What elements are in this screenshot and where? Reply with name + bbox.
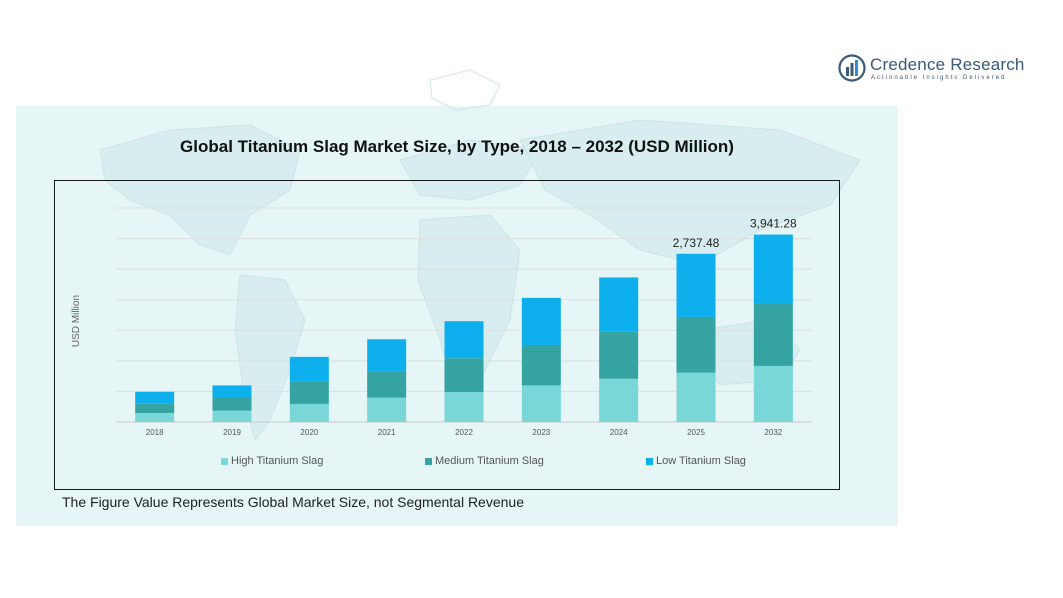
bar-chart-logo-icon bbox=[838, 54, 866, 82]
brand-tagline: Actionable Insights Delivered bbox=[871, 75, 1007, 81]
bar-segment-2024-2 bbox=[599, 277, 639, 332]
legend-swatch-medium bbox=[425, 457, 432, 465]
brand-name: Credence Research bbox=[870, 55, 1025, 74]
data-label-2032: 3,941.28 bbox=[750, 217, 797, 231]
bar-segment-2019-1 bbox=[212, 397, 252, 411]
bar-segment-2022-2 bbox=[444, 321, 484, 359]
bar-segment-2020-2 bbox=[289, 356, 329, 382]
bar-segment-2024-1 bbox=[599, 331, 639, 379]
x-tick-label: 2032 bbox=[764, 428, 782, 437]
bar-segment-2018-0 bbox=[135, 412, 175, 422]
bar-segment-2032-0 bbox=[753, 365, 793, 422]
bar-segment-2022-0 bbox=[444, 392, 484, 422]
footnote: The Figure Value Represents Global Marke… bbox=[62, 494, 524, 510]
x-tick-label: 2019 bbox=[223, 428, 241, 437]
bar-segment-2032-1 bbox=[753, 303, 793, 366]
bar-segment-2025-2 bbox=[676, 253, 716, 317]
legend-item-low: Low Titanium Slag bbox=[646, 455, 746, 467]
legend-label-medium: Medium Titanium Slag bbox=[435, 455, 544, 467]
bar-segment-2023-0 bbox=[521, 385, 561, 422]
bar-segment-2032-2 bbox=[753, 234, 793, 304]
legend-label-low: Low Titanium Slag bbox=[656, 455, 746, 467]
chart-frame: USD Million 2018 2019 2020 2021 2022 2023 2024 2… bbox=[54, 180, 840, 490]
bar-segment-2025-0 bbox=[676, 372, 716, 422]
chart-legend: High Titanium Slag Medium Titanium Slag … bbox=[54, 455, 840, 469]
bar-segment-2019-2 bbox=[212, 385, 252, 398]
bar-segment-2025-1 bbox=[676, 316, 716, 373]
x-tick-label: 2021 bbox=[378, 428, 396, 437]
bar-segment-2022-1 bbox=[444, 358, 484, 393]
bar-segment-2020-1 bbox=[289, 381, 329, 404]
bar-segment-2021-1 bbox=[367, 371, 407, 398]
legend-swatch-low bbox=[646, 457, 653, 465]
legend-item-high: High Titanium Slag bbox=[221, 455, 323, 467]
x-tick-label: 2020 bbox=[300, 428, 318, 437]
bar-segment-2018-1 bbox=[135, 403, 175, 413]
stacked-bar-chart: USD Million 2018 2019 2020 2021 2022 2023 2024 2… bbox=[71, 207, 812, 437]
x-tick-label: 2018 bbox=[146, 428, 164, 437]
bar-segment-2021-2 bbox=[367, 339, 407, 372]
bar-segment-2018-2 bbox=[135, 391, 175, 404]
bar-segment-2019-0 bbox=[212, 410, 252, 422]
x-tick-label: 2025 bbox=[687, 428, 705, 437]
bar-segment-2021-0 bbox=[367, 397, 407, 422]
legend-item-medium: Medium Titanium Slag bbox=[425, 455, 544, 467]
legend-label-high: High Titanium Slag bbox=[231, 455, 324, 467]
bar-segment-2020-0 bbox=[289, 403, 329, 422]
x-tick-label: 2024 bbox=[610, 428, 628, 437]
chart-title: Global Titanium Slag Market Size, by Typ… bbox=[180, 137, 734, 156]
y-axis-label: USD Million bbox=[71, 295, 82, 347]
bar-segment-2023-1 bbox=[521, 344, 561, 386]
x-tick-label: 2023 bbox=[532, 428, 550, 437]
bar-segment-2023-2 bbox=[521, 297, 561, 345]
bar-segment-2024-0 bbox=[599, 378, 639, 422]
credence-research-logo: Credence Research Actionable Insights De… bbox=[838, 54, 1028, 88]
data-label-2025: 2,737.48 bbox=[673, 236, 720, 250]
legend-swatch-high bbox=[221, 457, 228, 465]
x-tick-label: 2022 bbox=[455, 428, 473, 437]
